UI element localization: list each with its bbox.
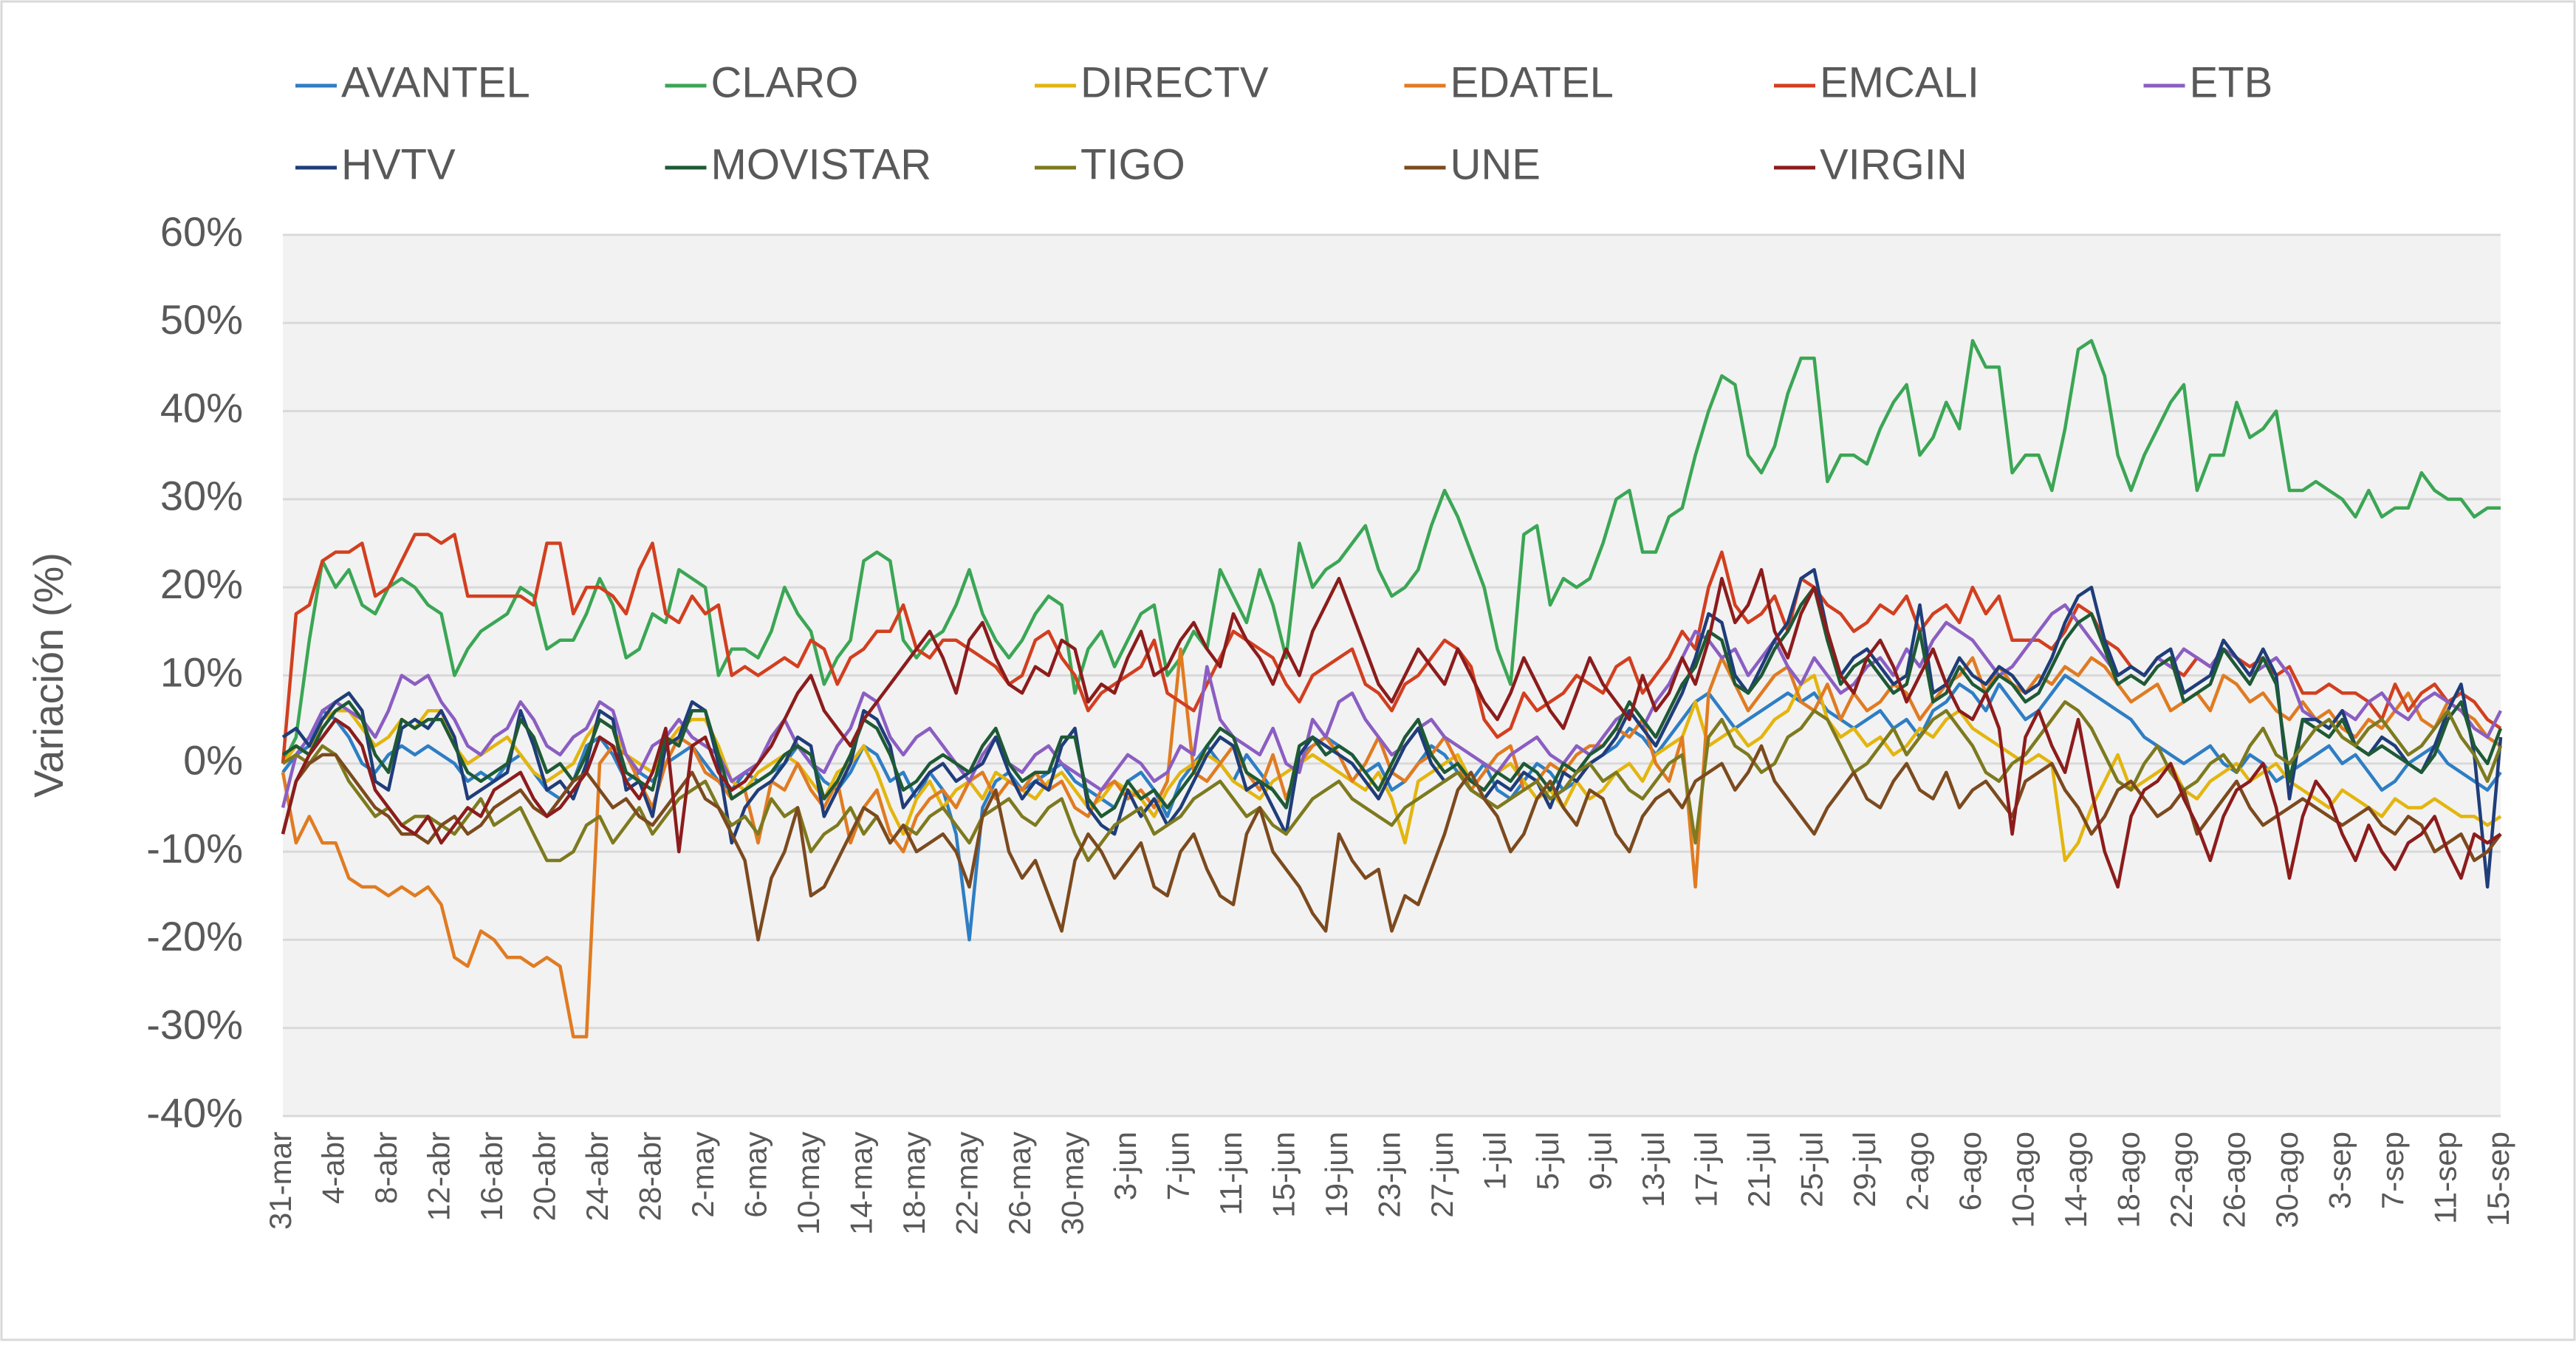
x-tick-label: 15-sep bbox=[2481, 1132, 2515, 1226]
x-tick-label: 7-sep bbox=[2375, 1132, 2410, 1209]
y-axis-label: Variación (%) bbox=[25, 552, 72, 798]
legend-label: HVTV bbox=[341, 140, 456, 188]
legend-label: TIGO bbox=[1080, 140, 1185, 188]
legend-label: EDATEL bbox=[1450, 58, 1614, 106]
series-line bbox=[281, 568, 2502, 889]
y-tick-label: -20% bbox=[146, 913, 243, 959]
x-tick-label: 24-abr bbox=[580, 1132, 614, 1221]
x-tick-label: 10-ago bbox=[2006, 1132, 2041, 1228]
x-tick-label: 31-mar bbox=[263, 1132, 298, 1230]
x-tick-label: 11-sep bbox=[2428, 1132, 2463, 1224]
y-tick-label: 50% bbox=[160, 296, 243, 343]
y-tick-label: 60% bbox=[160, 208, 243, 255]
x-tick-label: 6-may bbox=[739, 1132, 773, 1218]
x-tick-label: 29-jul bbox=[1847, 1132, 1882, 1208]
legend-label: EMCALI bbox=[1820, 58, 1979, 106]
x-tick-label: 2-may bbox=[685, 1132, 720, 1218]
legend: AVANTEL CLARO DIRECTV EDATEL EMCALI ETB HVTV MO… bbox=[295, 58, 2272, 188]
x-tick-label: 7-jun bbox=[1161, 1132, 1196, 1200]
series-line bbox=[281, 338, 2501, 764]
y-tick-label: 30% bbox=[160, 473, 243, 519]
series-line bbox=[281, 744, 2502, 942]
legend-label: DIRECTV bbox=[1080, 58, 1269, 106]
x-tick-label: 26-may bbox=[1002, 1132, 1037, 1235]
y-tick-label: 0% bbox=[183, 737, 243, 784]
x-tick-label: 15-jun bbox=[1267, 1132, 1301, 1218]
y-tick-label: 20% bbox=[160, 561, 243, 607]
x-tick-label: 10-may bbox=[791, 1132, 826, 1235]
x-tick-label: 8-abr bbox=[369, 1132, 403, 1204]
x-tick-label: 3-sep bbox=[2323, 1132, 2357, 1209]
x-tick-label: 22-may bbox=[950, 1132, 984, 1235]
x-tick-label: 21-jul bbox=[1741, 1132, 1776, 1208]
y-tick-label: -30% bbox=[146, 1001, 243, 1047]
lines bbox=[281, 338, 2503, 1038]
x-tick-label: 4-abr bbox=[316, 1132, 351, 1204]
x-tick-label: 20-abr bbox=[527, 1132, 562, 1221]
x-tick-label: 27-jun bbox=[1425, 1132, 1459, 1218]
x-tick-label: 18-may bbox=[897, 1132, 931, 1235]
x-tick-label: 2-ago bbox=[1900, 1132, 1935, 1211]
x-tick-label: 17-jul bbox=[1689, 1132, 1724, 1208]
grid bbox=[283, 233, 2501, 1118]
legend-label: MOVISTAR bbox=[711, 140, 932, 188]
x-tick-label: 9-jul bbox=[1583, 1132, 1618, 1190]
legend-label: UNE bbox=[1450, 140, 1541, 188]
x-tick-label: 12-abr bbox=[422, 1132, 456, 1221]
legend-label: AVANTEL bbox=[341, 58, 530, 106]
x-tick-label: 6-ago bbox=[1953, 1132, 1987, 1211]
y-tick-label: -10% bbox=[146, 825, 243, 872]
y-tick-label: -40% bbox=[146, 1089, 243, 1136]
x-tick-label: 13-jul bbox=[1636, 1132, 1671, 1208]
x-tick-label: 18-ago bbox=[2111, 1132, 2146, 1228]
legend-label: CLARO bbox=[711, 58, 859, 106]
y-tick-label: 40% bbox=[160, 384, 243, 431]
x-tick-label: 14-ago bbox=[2058, 1132, 2093, 1228]
x-tick-label: 26-ago bbox=[2217, 1132, 2252, 1228]
series-line bbox=[281, 568, 2503, 889]
x-tick-label: 23-jun bbox=[1372, 1132, 1407, 1218]
x-tick-label: 30-ago bbox=[2270, 1132, 2304, 1228]
legend-label: VIRGIN bbox=[1820, 140, 1967, 188]
series-line bbox=[281, 674, 2502, 942]
x-tick-label: 19-jun bbox=[1319, 1132, 1354, 1218]
x-tick-label: 25-jul bbox=[1795, 1132, 1829, 1208]
axes: -40% -30% -20% -10% 0% 10% 20% 30% 40% 50% 60% 31-m… bbox=[146, 208, 2515, 1235]
x-tick-label: 14-may bbox=[844, 1132, 879, 1235]
y-tick-label: 10% bbox=[160, 648, 243, 695]
x-tick-label: 5-jul bbox=[1530, 1132, 1565, 1190]
x-tick-label: 16-abr bbox=[474, 1132, 509, 1221]
x-tick-label: 1-jul bbox=[1478, 1132, 1513, 1190]
series-line bbox=[281, 585, 2503, 818]
x-tick-label: 11-jun bbox=[1213, 1132, 1248, 1216]
legend-label: ETB bbox=[2190, 58, 2273, 106]
x-tick-label: 30-may bbox=[1055, 1132, 1090, 1235]
x-tick-label: 28-abr bbox=[633, 1132, 668, 1221]
x-tick-label: 3-jun bbox=[1108, 1132, 1143, 1200]
x-tick-label: 22-ago bbox=[2164, 1132, 2199, 1228]
series-line bbox=[281, 700, 2503, 863]
